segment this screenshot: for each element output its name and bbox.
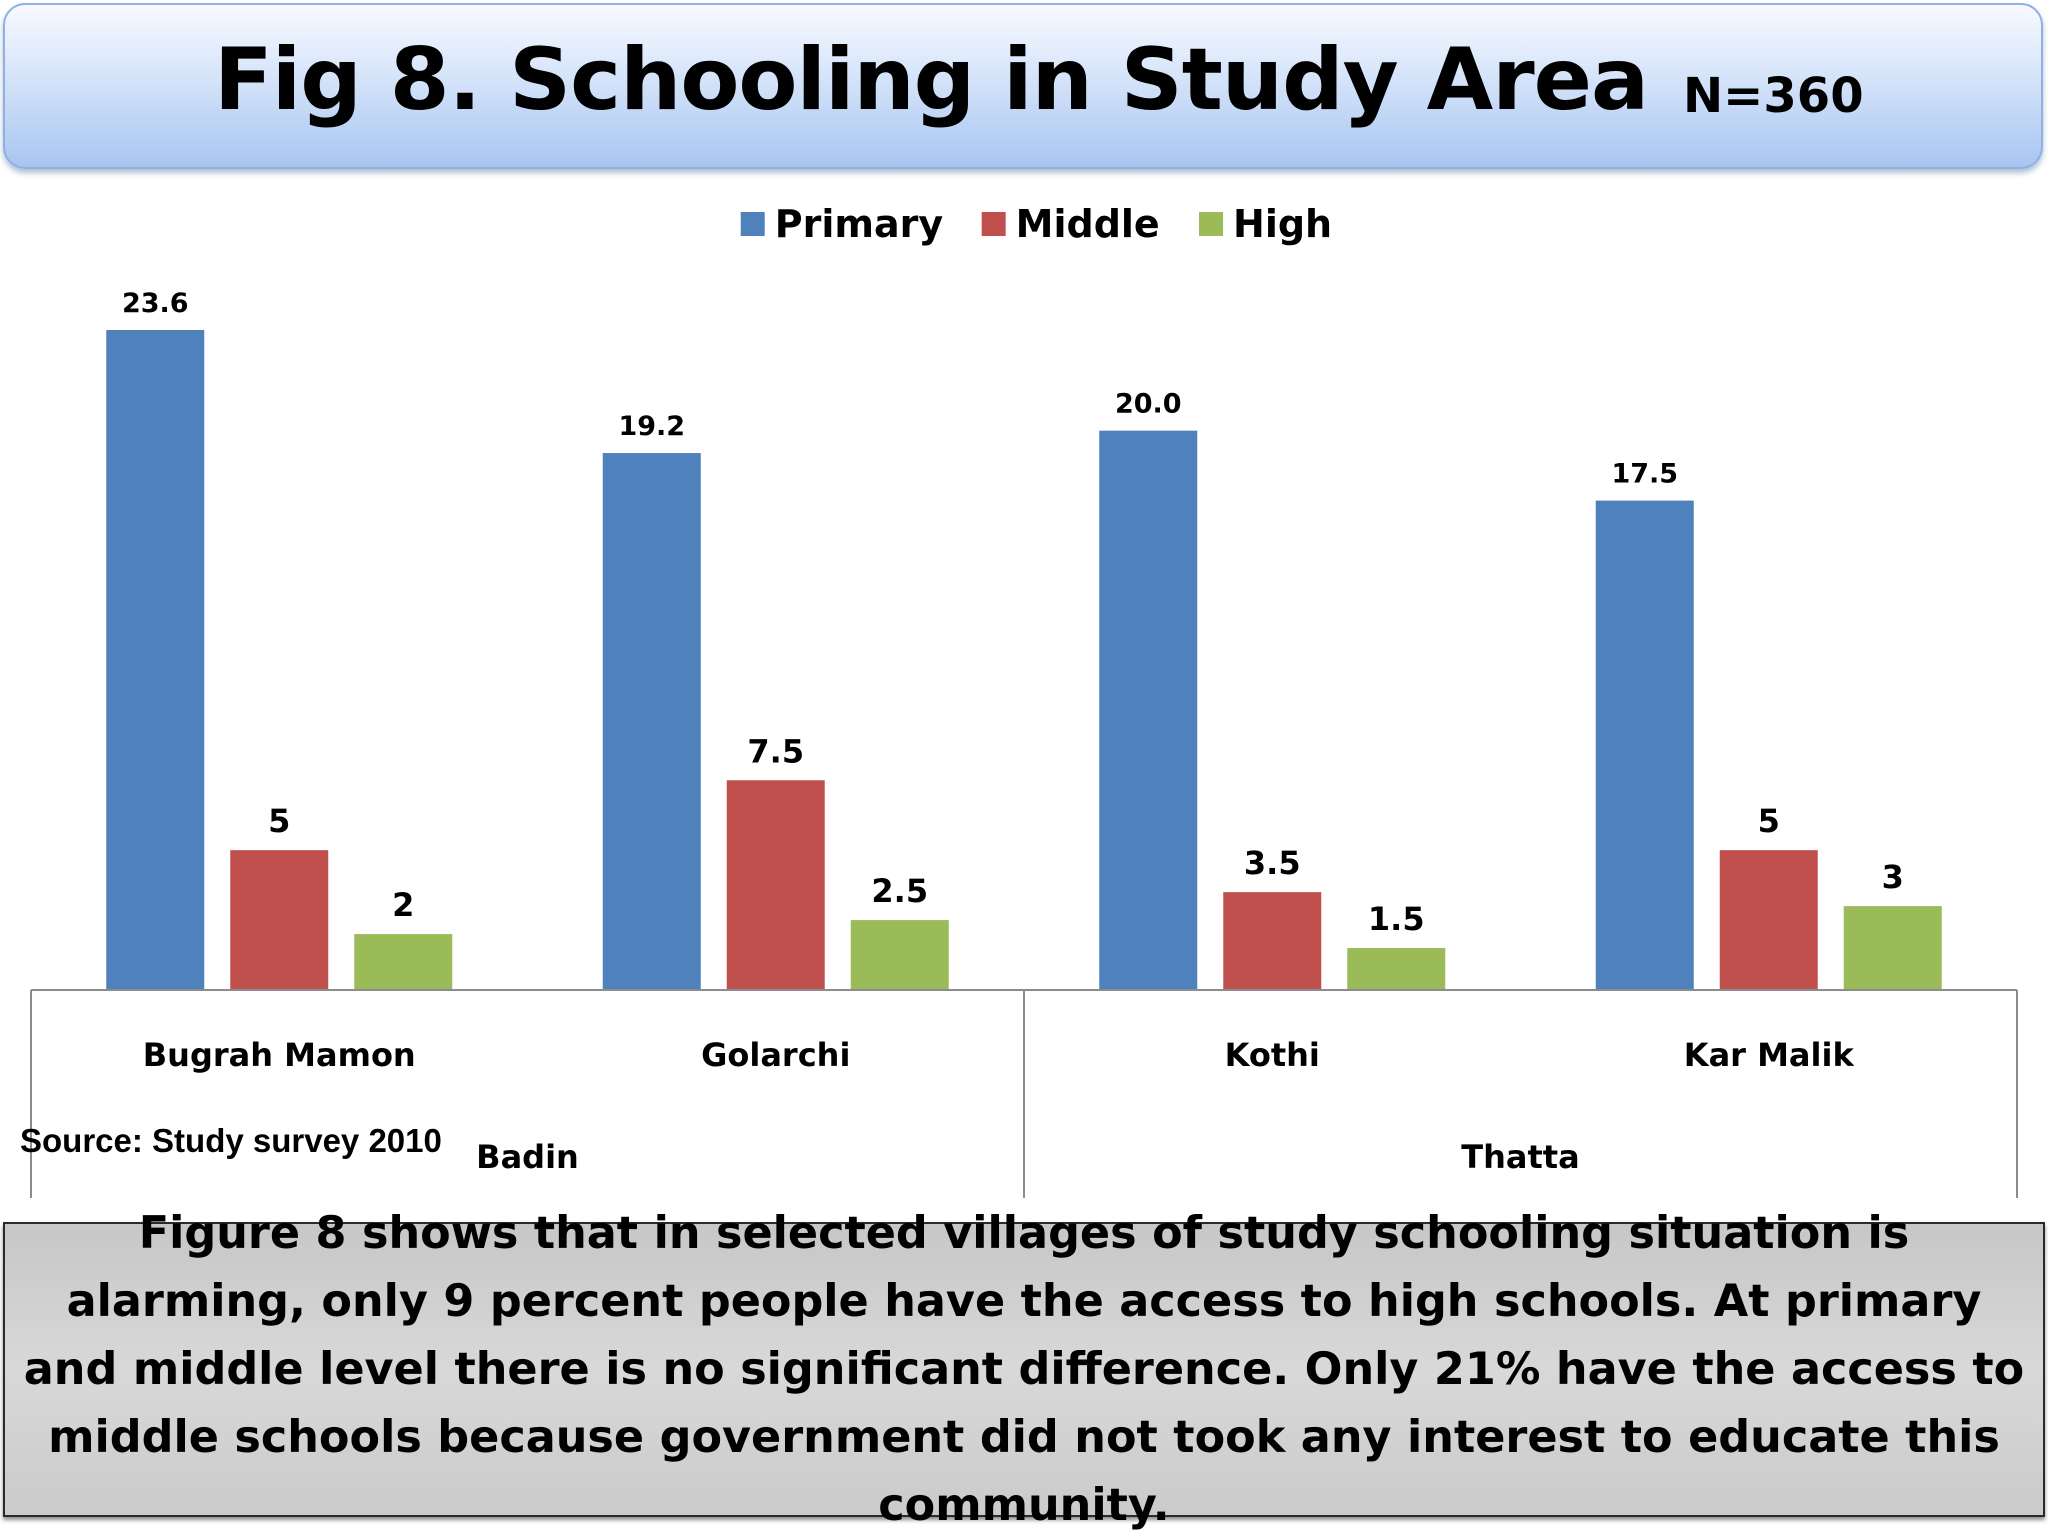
bar-middle-golarchi (726, 780, 825, 990)
summary-text: Figure 8 shows that in selected villages… (23, 1207, 2025, 1531)
summary-box: Figure 8 shows that in selected villages… (3, 1208, 2045, 1531)
bar-chart: 23.6 5 2 Bugrah Mamon 19.2 7.5 2.5 Golarchi 20.0… (30, 202, 2018, 1198)
source-note: Source: Study survey 2010 (20, 1122, 442, 1159)
data-label-high-bugrah-mamon: 2 (392, 886, 414, 924)
data-label-middle-kothi: 3.5 (1244, 844, 1301, 882)
bar-middle-kothi (1223, 892, 1322, 990)
data-label-middle-bugrah-mamon: 5 (268, 802, 290, 840)
bar-high-bugrah-mamon (354, 934, 453, 990)
data-label-high-kothi: 1.5 (1368, 900, 1425, 938)
data-label-high-kar-malik: 3 (1882, 858, 1904, 896)
bar-primary-golarchi (602, 453, 701, 990)
bar-primary-bugrah-mamon (106, 330, 205, 990)
group-label-thatta: Thatta (1461, 1138, 1579, 1176)
bar-middle-kar-malik (1719, 850, 1818, 990)
legend-swatch-middle (981, 212, 1006, 236)
title-banner (3, 3, 2043, 169)
bar-primary-kothi (1099, 430, 1198, 990)
legend-label-primary: Primary (775, 202, 944, 246)
bar-primary-kar-malik (1595, 500, 1694, 990)
bar-middle-bugrah-mamon (230, 850, 329, 990)
legend-label-high: High (1233, 202, 1332, 246)
data-label-high-golarchi: 2.5 (871, 872, 928, 910)
legend-swatch-primary (740, 212, 765, 236)
group-label-badin: Badin (476, 1138, 579, 1176)
legend-swatch-high (1199, 212, 1224, 236)
bar-high-kar-malik (1843, 906, 1942, 990)
category-label-bugrah-mamon: Bugrah Mamon (143, 1036, 416, 1074)
category-label-kar-malik: Kar Malik (1684, 1036, 1855, 1074)
bar-high-golarchi (850, 920, 949, 990)
data-label-middle-kar-malik: 5 (1758, 802, 1780, 840)
chart-title: Fig 8. Schooling in Study Area (214, 30, 1649, 130)
legend-label-middle: Middle (1016, 202, 1160, 246)
sample-size-label: N=360 (1683, 68, 1864, 124)
data-label-primary-kothi: 20.0 (1115, 389, 1182, 420)
data-label-primary-golarchi: 19.2 (618, 411, 685, 442)
data-label-middle-golarchi: 7.5 (747, 732, 804, 770)
data-label-primary-bugrah-mamon: 23.6 (122, 288, 189, 319)
bar-high-kothi (1347, 948, 1446, 990)
data-label-primary-kar-malik: 17.5 (1611, 459, 1678, 490)
category-label-kothi: Kothi (1225, 1036, 1320, 1074)
category-label-golarchi: Golarchi (701, 1036, 850, 1074)
